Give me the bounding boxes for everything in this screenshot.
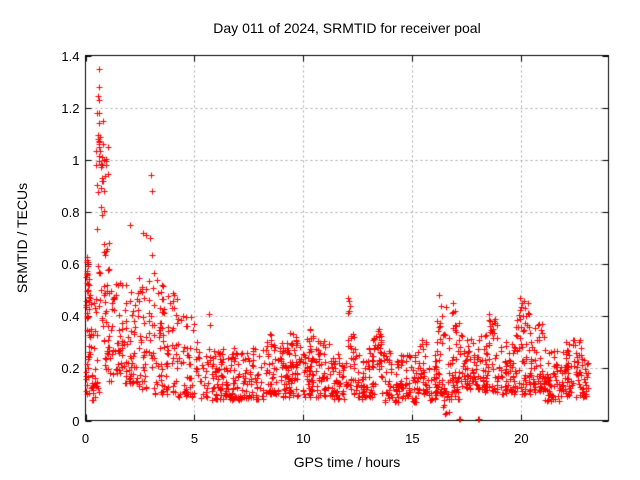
y-tick-label: 0.6 — [61, 257, 80, 273]
x-axis-label: GPS time / hours — [293, 454, 401, 470]
x-tick-label: 15 — [405, 430, 420, 446]
y-tick-label: 1.2 — [61, 100, 80, 116]
x-tick-label: 0 — [81, 430, 90, 446]
y-tick-label: 0 — [72, 413, 80, 429]
y-tick-label: 0.4 — [61, 309, 80, 325]
y-tick-label: 0.8 — [61, 204, 80, 220]
chart-title: Day 011 of 2024, SRMTID for receiver poa… — [213, 20, 481, 36]
y-tick-label: 1.4 — [61, 48, 80, 64]
x-tick-label: 20 — [514, 430, 529, 446]
y-axis-label: SRMTID / TECUs — [14, 182, 30, 294]
x-tick-label: 10 — [296, 430, 311, 446]
y-tick-label: 0.2 — [61, 361, 80, 377]
x-tick-label: 5 — [190, 430, 199, 446]
y-tick-label: 1 — [72, 152, 80, 168]
